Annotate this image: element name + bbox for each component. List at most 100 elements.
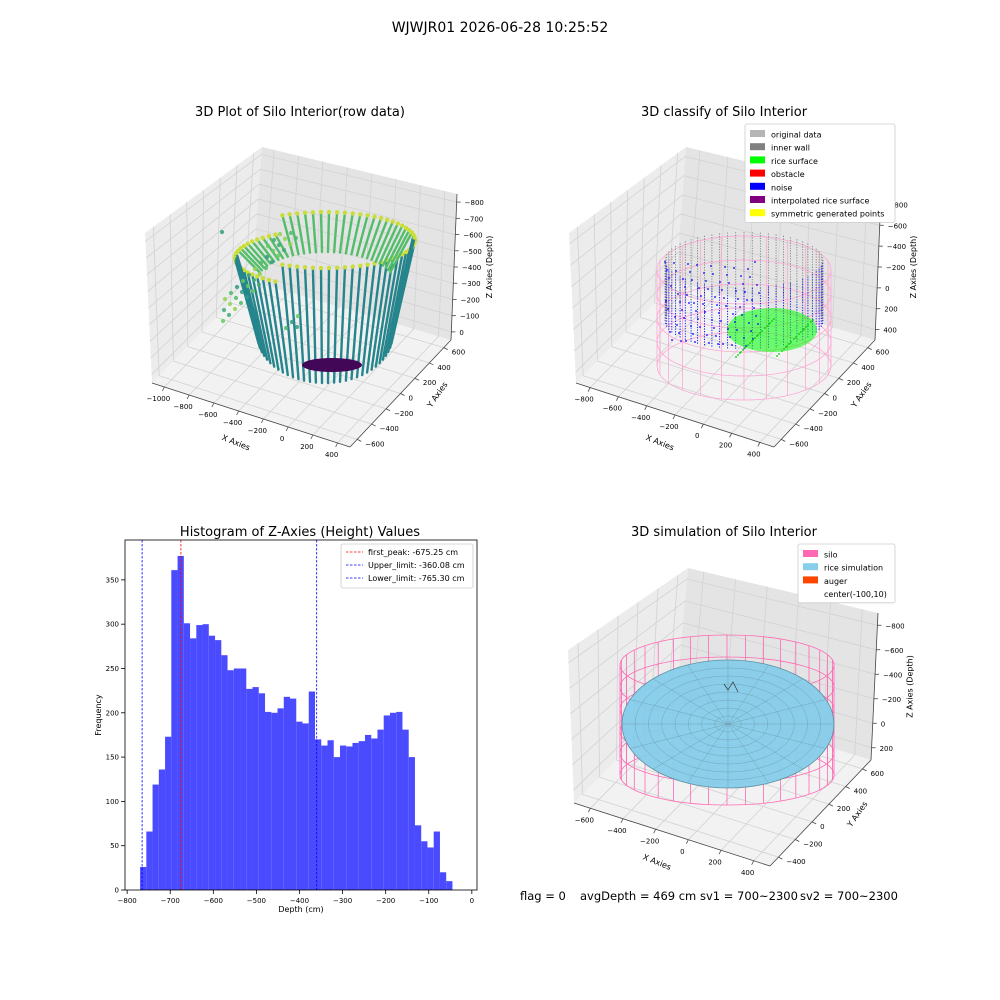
cls-y-tick-label: −600 [789, 440, 808, 448]
raw-point [277, 231, 283, 237]
sim-z-tick-label: −600 [884, 647, 903, 655]
cls-noise-point [670, 285, 672, 287]
histogram-y-tick-label: 350 [106, 576, 119, 584]
sim-rice-mesh-spoke [687, 664, 729, 725]
cls-rice-point [744, 347, 746, 349]
raw-point [271, 237, 277, 243]
sim-y-axis-line [769, 759, 872, 867]
cls-x-tick-label: 200 [719, 441, 732, 449]
raw-x-tick-label: −400 [223, 419, 242, 427]
panel-classify-3d: 3D classify of Silo Interior −800 −600 −40… [569, 105, 918, 458]
histogram-bar [408, 757, 415, 890]
cls-rice-point [810, 321, 812, 323]
raw-point [287, 241, 293, 247]
cls-legend-label: inner wall [771, 144, 810, 153]
cls-legend-label: symmetric generated points [771, 210, 884, 219]
sim-legend-swatch [803, 563, 818, 571]
cls-x-tick [757, 442, 761, 447]
cls-grid-z [571, 194, 880, 287]
raw-point [275, 253, 281, 259]
raw-point [350, 211, 355, 216]
raw-point [219, 229, 225, 235]
sim-x-tick-label: 0 [680, 848, 684, 856]
raw-z-tick-label: −500 [463, 248, 482, 256]
raw-point-column [274, 280, 289, 377]
cls-noise-point [677, 293, 679, 295]
histogram-x-tick-label: −800 [118, 897, 137, 905]
raw-point [302, 210, 308, 215]
cls-noise-point [750, 330, 752, 332]
cls-noise-point [713, 327, 715, 329]
cls-z-tick-label: −600 [888, 222, 907, 230]
raw-x-tick-label: −800 [174, 403, 193, 411]
cls-rice-point [783, 348, 785, 350]
sim-auger [723, 681, 739, 693]
raw-point-column [390, 233, 415, 328]
cls-noise-point [746, 299, 748, 301]
cls-y-tick [853, 362, 858, 366]
histogram-bar [396, 711, 403, 890]
raw-point [264, 254, 270, 260]
histogram-x-tick-label: −700 [161, 897, 180, 905]
histogram-bar [315, 739, 322, 890]
figure-suptitle: WJWJR01 2026-06-28 10:25:52 [392, 20, 609, 36]
raw-x-axis-label: X Axies [221, 433, 252, 452]
raw-point [350, 264, 355, 269]
sim-y-tick [862, 768, 867, 772]
sim-y-tick-label: −200 [803, 841, 822, 849]
cls-rice-point [764, 327, 766, 329]
cls-noise-point [724, 266, 726, 268]
cls-y-tick-label: −200 [818, 410, 837, 418]
histogram-y-tick-label: 100 [106, 798, 119, 806]
raw-point-column [296, 212, 306, 255]
raw-point-column [338, 211, 347, 254]
raw-point-column [311, 211, 318, 254]
histogram-axes: −800 −700 −600 −500 −400 −300 −200 −100 0 0 50 100 1… [106, 576, 474, 905]
sim-legend-swatch [803, 576, 818, 584]
sim-legend-swatch [803, 550, 818, 557]
cls-rice-point [800, 331, 802, 333]
cls-noise-point [737, 298, 739, 300]
sim-y-tick-label: 200 [837, 805, 850, 813]
cls-legend-swatch [750, 182, 765, 190]
sim-y-tick [811, 821, 817, 825]
figure-footer: flag = 0 avgDepth = 469 cm sv1 = 700~230… [520, 889, 898, 903]
raw-point-column [370, 259, 389, 371]
cls-noise-point [664, 261, 666, 263]
raw-point-column [239, 246, 263, 272]
cls-noise-point [678, 332, 680, 334]
histogram-bar [389, 712, 397, 890]
cls-noise-point [736, 329, 738, 331]
cls-rice-point [754, 337, 756, 339]
cls-noise-point [688, 302, 690, 304]
histogram-reference-lines [141, 540, 318, 890]
raw-x-tick-label: 0 [280, 435, 284, 443]
raw-point [326, 265, 332, 271]
cls-noise-point [704, 311, 706, 313]
sim-x-tick-label: −600 [575, 816, 594, 824]
histogram-bar [277, 708, 284, 890]
histogram-x-tick-label: −300 [333, 897, 352, 905]
raw-point [266, 277, 272, 283]
raw-point [245, 241, 250, 246]
cls-y-tick [838, 377, 844, 381]
histogram-legend-label: Upper_limit: -360.08 cm [368, 561, 465, 570]
cls-z-tick-label: −800 [889, 201, 908, 209]
raw-point [250, 239, 255, 244]
sim-grid-y [577, 643, 583, 795]
histogram-bar [283, 696, 291, 890]
cls-noise-point [679, 301, 681, 303]
raw-point-column [374, 220, 394, 263]
histogram-bar [196, 625, 203, 890]
sim-grid-y [616, 759, 813, 823]
sim-grid-y [582, 794, 779, 858]
cls-rice-point [749, 342, 751, 344]
raw-point [252, 266, 258, 272]
sim-grid-y [597, 629, 600, 778]
sim-rice-mesh-spoke [727, 664, 769, 725]
cls-noise-point [740, 275, 742, 277]
raw-point [326, 209, 332, 215]
cls-noise-point [718, 312, 720, 314]
cls-rice-point [735, 356, 737, 358]
raw-z-tick-label: 0 [459, 329, 463, 337]
